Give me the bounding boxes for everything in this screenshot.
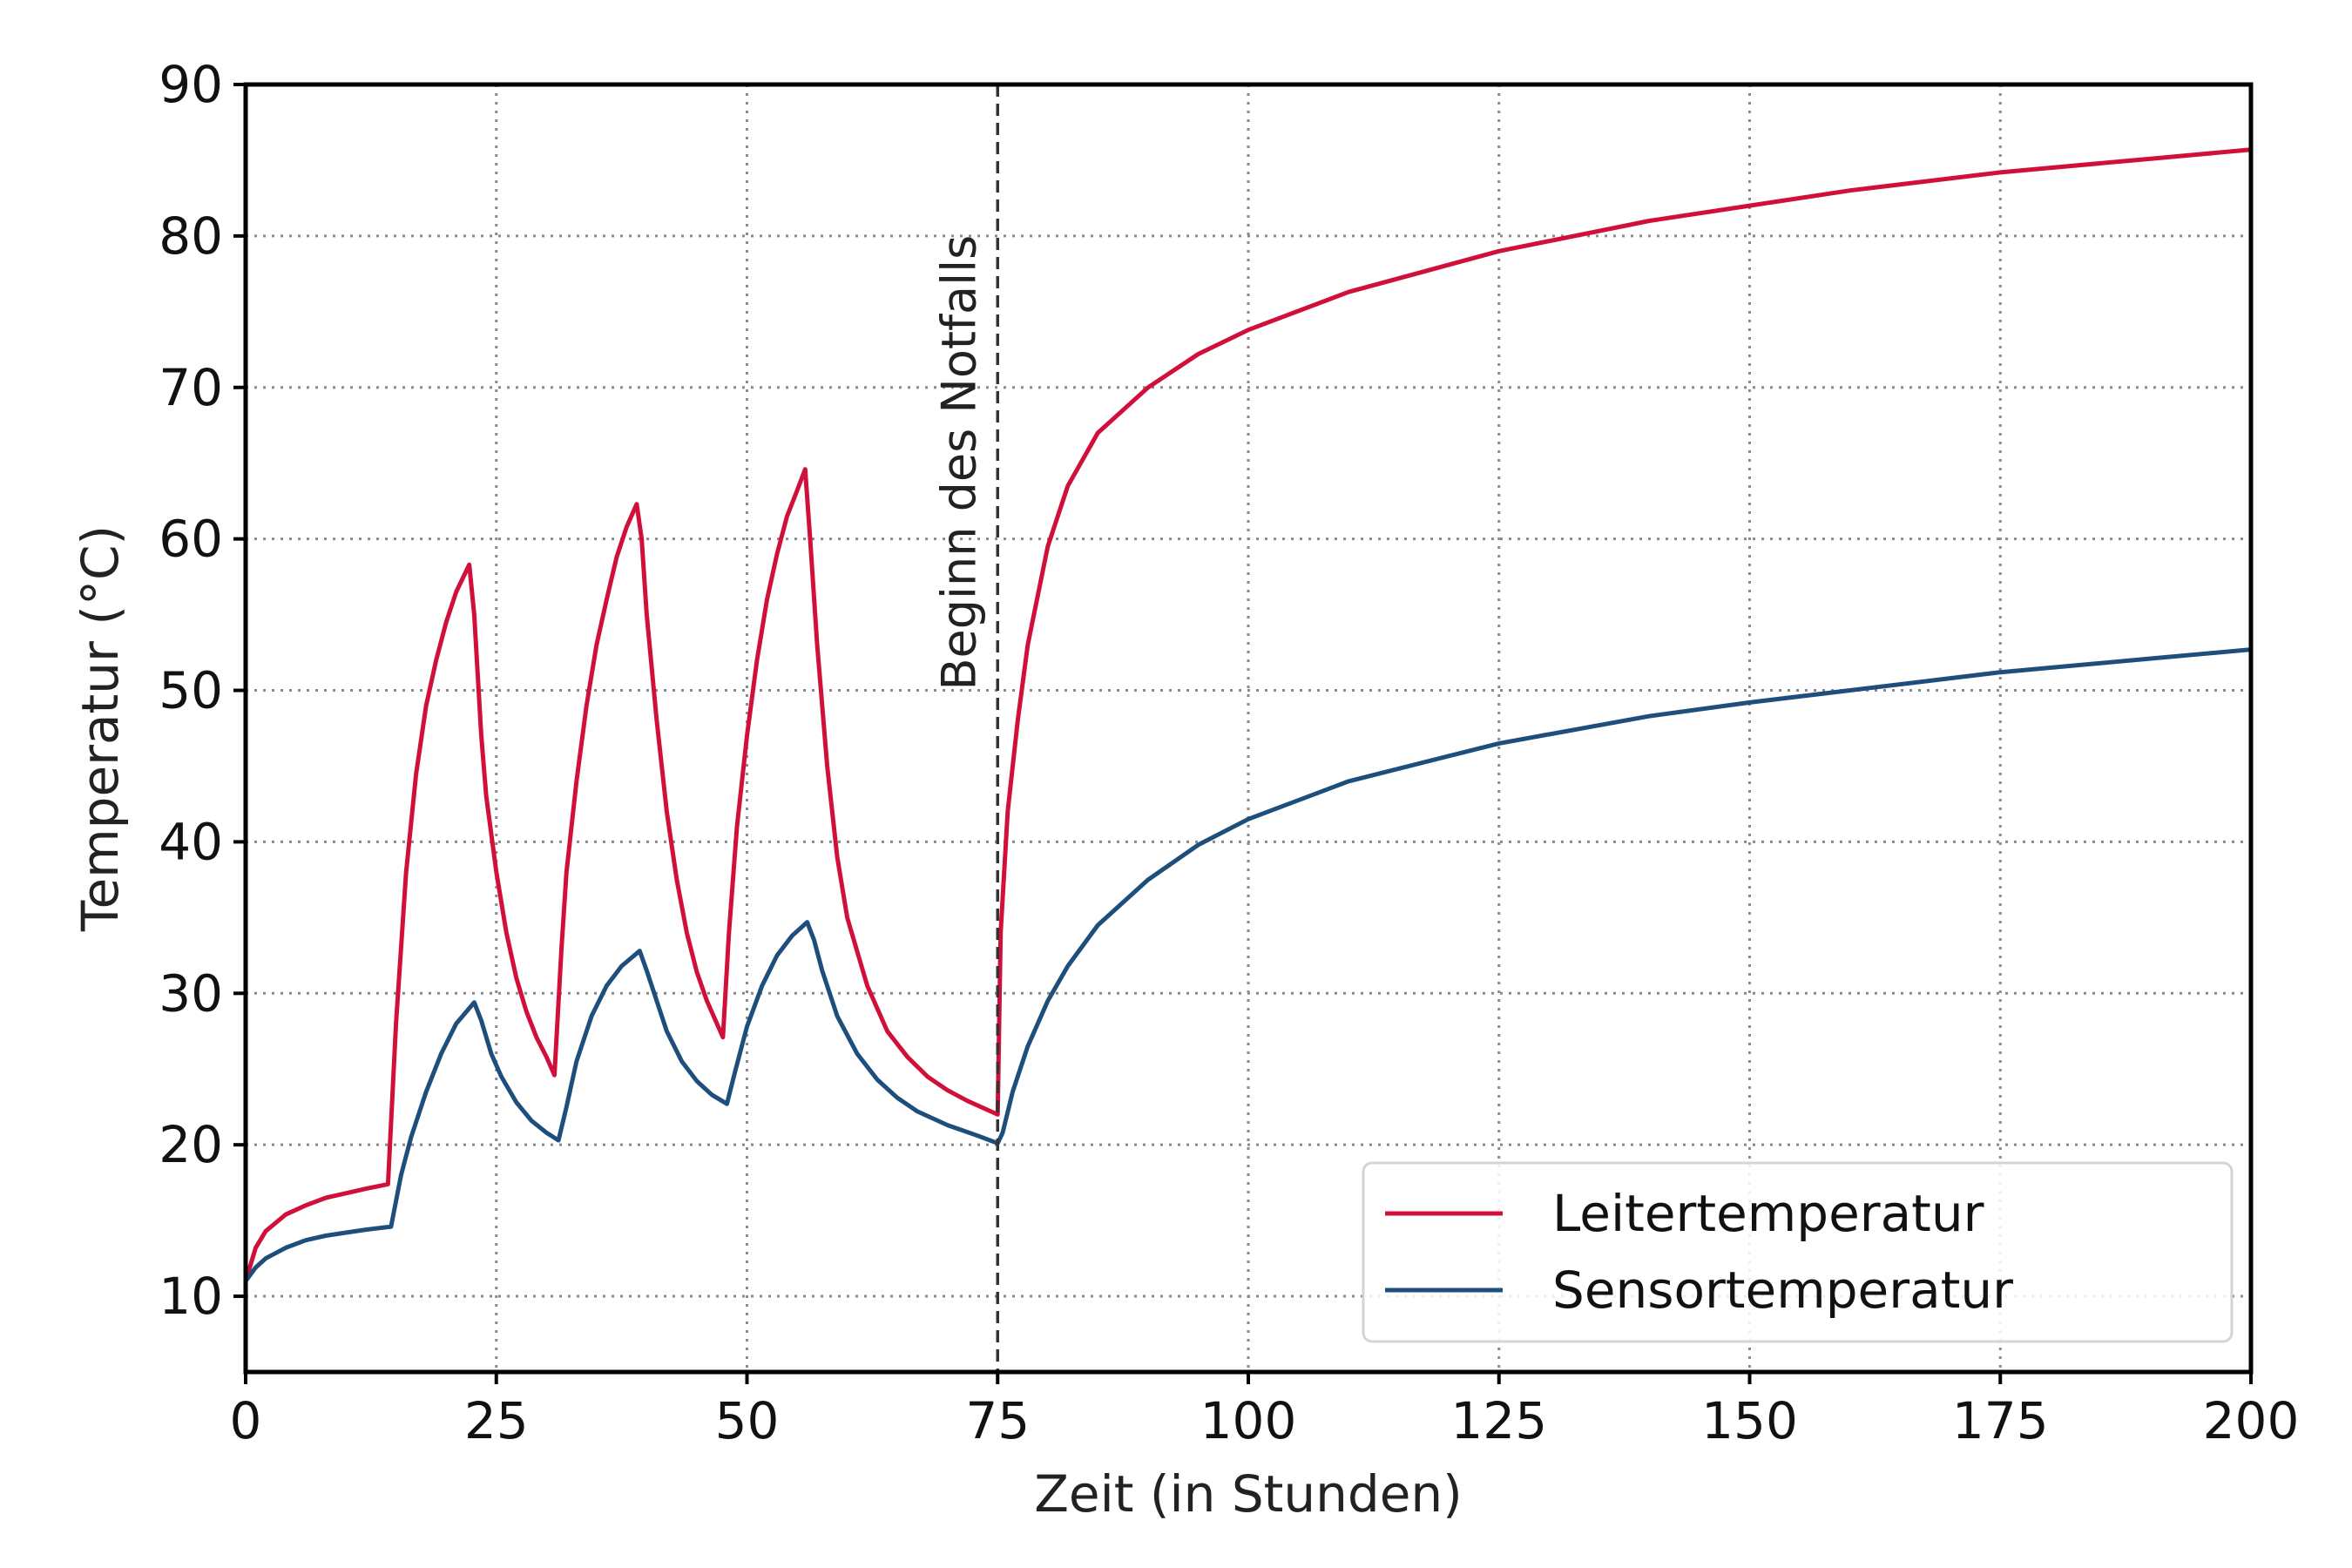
series-layer xyxy=(243,147,2254,1284)
x-tick-label: 100 xyxy=(1200,1391,1297,1450)
y-tick-label: 40 xyxy=(159,812,223,871)
y-tick-label: 10 xyxy=(159,1267,223,1326)
grid xyxy=(246,84,2251,1372)
x-tick-label: 125 xyxy=(1450,1391,1547,1450)
emergency-label: Beginn des Notfalls xyxy=(931,235,986,691)
legend: Leitertemperatur Sensortemperatur xyxy=(1362,1161,2234,1343)
x-tick-label: 175 xyxy=(1952,1391,2049,1450)
x-tick-label: 75 xyxy=(965,1391,1030,1450)
y-axis-title: Temperatur (°C) xyxy=(71,525,130,932)
x-tick-label: 50 xyxy=(715,1391,780,1450)
y-tick-label: 20 xyxy=(159,1115,223,1174)
y-tick-label: 50 xyxy=(159,661,223,720)
x-tick-label: 200 xyxy=(2203,1391,2300,1450)
ticks: 0 25 50 75 100 125 150 175 200 10 20 30 40 50 60 70 80 90 xyxy=(159,55,2299,1450)
series-line-leitertemperatur xyxy=(243,147,2254,1284)
x-tick-label: 25 xyxy=(464,1391,529,1450)
x-axis-title: Zeit (in Stunden) xyxy=(1034,1464,1463,1524)
y-tick-label: 70 xyxy=(159,358,223,417)
legend-label: Sensortemperatur xyxy=(1552,1260,2013,1320)
legend-label: Leitertemperatur xyxy=(1552,1184,1984,1243)
y-tick-label: 30 xyxy=(159,963,223,1023)
x-tick-label: 150 xyxy=(1701,1391,1798,1450)
legend-box xyxy=(1362,1161,2234,1343)
series-line-sensortemperatur xyxy=(243,647,2254,1284)
emergency-marker: Beginn des Notfalls xyxy=(931,84,999,1372)
y-tick-label: 60 xyxy=(159,510,223,569)
y-tick-label: 90 xyxy=(159,55,223,114)
y-tick-label: 80 xyxy=(159,206,223,266)
x-tick-label: 0 xyxy=(230,1391,262,1450)
